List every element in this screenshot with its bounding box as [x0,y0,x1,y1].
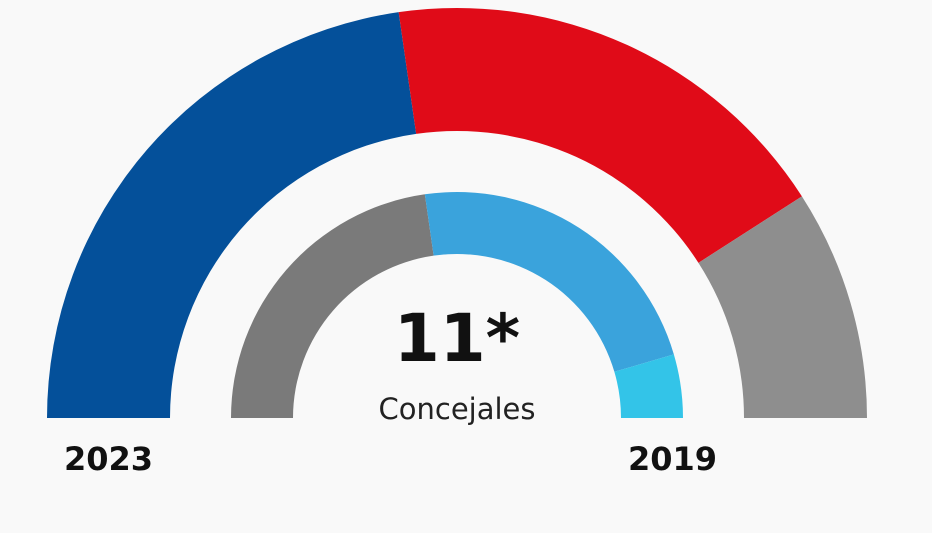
arc-2019-cyan [614,354,683,418]
total-seats-label: 11* [393,300,521,377]
year-label-inner: 2019 [628,440,718,478]
year-label-outer: 2023 [64,440,154,478]
arc-2023-red [398,7,802,263]
arc-2019-light-blue [424,192,674,372]
arc-2023-blue [47,12,417,418]
arc-2019-grey [231,194,434,418]
arc-2023-grey [698,196,867,418]
unit-label: Concejales [378,392,536,426]
